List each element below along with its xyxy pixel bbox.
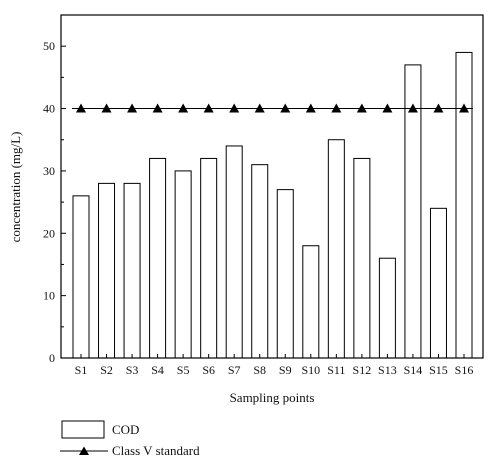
legend-triangle-icon [79, 446, 89, 455]
bar-s6 [200, 157, 218, 359]
class-v-marker-s9 [280, 103, 291, 113]
bar-s7 [225, 145, 243, 359]
bar-s16 [455, 51, 473, 359]
bar-s5 [174, 170, 192, 359]
y-tick-label-40: 40 [43, 102, 55, 116]
x-tick-label-s14: S14 [404, 363, 423, 377]
y-tick-label-50: 50 [43, 39, 55, 53]
x-tick-label-s9: S9 [279, 363, 292, 377]
y-tick-label-10: 10 [43, 289, 55, 303]
legend-item-class-v-standard: Class V standard [60, 443, 200, 458]
class-v-marker-s4 [152, 103, 163, 113]
x-tick-label-s16: S16 [455, 363, 474, 377]
legend-item-cod: COD [61, 420, 139, 439]
x-tick-label-s15: S15 [429, 363, 448, 377]
legend-label-class-v: Class V standard [112, 443, 200, 458]
class-v-marker-s3 [127, 103, 138, 113]
class-v-marker-s10 [305, 103, 316, 113]
class-v-marker-s1 [76, 103, 86, 113]
class-v-marker-s13 [382, 103, 393, 113]
y-tick-label-30: 30 [43, 164, 55, 178]
plot-area-frame [60, 14, 484, 359]
legend-swatch-cod [61, 420, 105, 439]
x-tick-label-s12: S12 [353, 363, 372, 377]
class-v-standard-series [72, 103, 473, 113]
class-v-marker-s6 [203, 103, 214, 113]
bar-s10 [302, 245, 320, 359]
x-tick-label-s11: S11 [327, 363, 345, 377]
class-v-marker-s14 [407, 103, 418, 113]
bar-s12 [353, 157, 371, 359]
y-tick-label-20: 20 [43, 226, 55, 240]
bar-s3 [123, 182, 141, 359]
bar-s1 [72, 195, 90, 359]
y-axis-title: concentration (mg/L) [8, 132, 23, 243]
x-tick-label-s2: S2 [100, 363, 113, 377]
x-tick-label-s1: S1 [75, 363, 88, 377]
bar-s2 [98, 182, 116, 359]
x-tick-label-s8: S8 [253, 363, 266, 377]
bar-s15 [429, 207, 447, 359]
class-v-marker-s11 [331, 103, 342, 113]
class-v-marker-s7 [229, 103, 240, 113]
x-tick-label-s4: S4 [151, 363, 164, 377]
bar-s9 [276, 189, 294, 359]
bar-s11 [327, 139, 345, 359]
x-tick-label-s5: S5 [177, 363, 190, 377]
bar-s13 [378, 257, 396, 359]
y-tick-label-0: 0 [49, 351, 55, 365]
class-v-marker-s2 [101, 103, 112, 113]
legend: COD Class V standard [60, 420, 200, 458]
x-axis: S1 S2 S3 S4 S5 S6 S7 S8 S9 S10 S11 S12 S13 S14 S15 S16 [75, 354, 474, 377]
x-tick-label-s13: S13 [378, 363, 397, 377]
bar-s8 [251, 164, 269, 359]
x-tick-label-s3: S3 [126, 363, 139, 377]
class-v-marker-s8 [254, 103, 265, 113]
x-tick-label-s6: S6 [202, 363, 215, 377]
x-tick-label-s7: S7 [228, 363, 241, 377]
x-axis-title: Sampling points [230, 390, 315, 405]
bar-s4 [149, 157, 167, 359]
cod-bars [72, 51, 473, 359]
y-axis: 0 10 20 30 40 50 [43, 39, 66, 365]
legend-label-cod: COD [112, 422, 139, 437]
class-v-marker-s5 [178, 103, 189, 113]
x-tick-label-s10: S10 [301, 363, 320, 377]
class-v-marker-s12 [356, 103, 367, 113]
class-v-marker-s15 [433, 103, 444, 113]
class-v-marker-s16 [459, 103, 469, 113]
